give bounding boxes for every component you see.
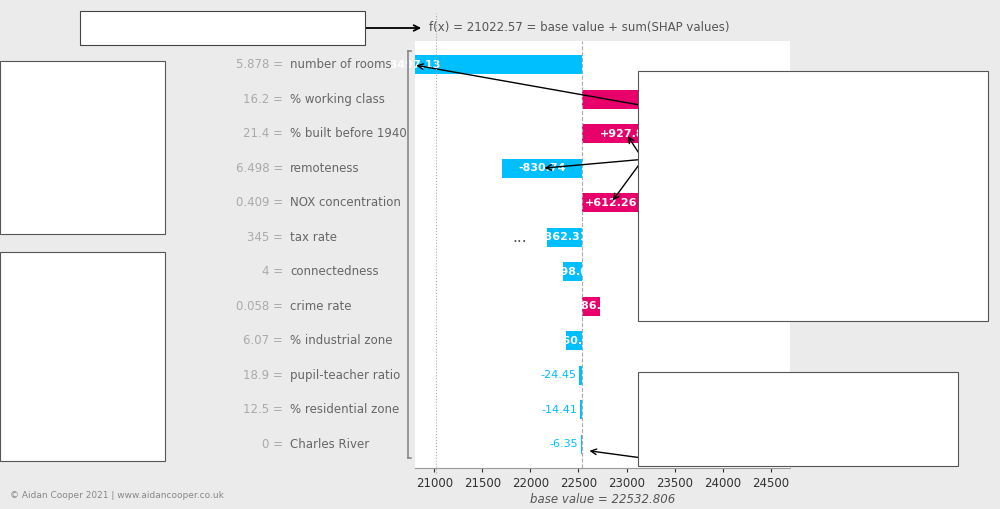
X-axis label: base value = 22532.806: base value = 22532.806 [530, 493, 675, 506]
Text: tax rate: tax rate [290, 231, 337, 244]
Text: -830.74: -830.74 [518, 163, 565, 173]
Text: The base value is the same for all
examples in the data. It is equal to the
aver: The base value is the same for all examp… [651, 382, 841, 420]
Text: f(x) = 21022.57 = base value + sum(SHAP values): f(x) = 21022.57 = base value + sum(SHAP … [429, 21, 730, 35]
Text: 0 =: 0 = [262, 438, 283, 450]
Text: -160.15: -160.15 [550, 336, 598, 346]
Text: ...: ... [513, 230, 527, 245]
FancyBboxPatch shape [80, 11, 365, 45]
Text: % built before 1940: % built before 1940 [290, 127, 407, 140]
Text: -362.31: -362.31 [540, 232, 588, 242]
Text: Charles River: Charles River [290, 438, 369, 450]
Text: 6.07 =: 6.07 = [243, 334, 283, 347]
Text: 21.4 =: 21.4 = [243, 127, 283, 140]
Text: These are the input
variables, ranked from top
to bottom by how much
impact they: These are the input variables, ranked fr… [11, 261, 138, 391]
Text: % residential zone: % residential zone [290, 403, 399, 416]
Text: pupil-teacher ratio: pupil-teacher ratio [290, 369, 400, 382]
Text: 5.878 =: 5.878 = [236, 59, 283, 71]
Text: +1856.89: +1856.89 [641, 94, 701, 104]
Text: 345 =: 345 = [247, 231, 283, 244]
Text: 16.2 =: 16.2 = [243, 93, 283, 106]
Text: 6.498 =: 6.498 = [236, 162, 283, 175]
Text: 0.058 =: 0.058 = [236, 300, 283, 313]
FancyBboxPatch shape [638, 372, 958, 466]
Text: -6.35: -6.35 [549, 439, 578, 449]
Text: +927.81: +927.81 [600, 129, 652, 139]
Bar [245, 55, 582, 74]
Text: The SHAP values quantify the amount and
direction in which each variable impacts: The SHAP values quantify the amount and … [651, 81, 865, 228]
Text: -24.45: -24.45 [540, 370, 576, 380]
Text: crime rate: crime rate [290, 300, 352, 313]
Text: remoteness: remoteness [290, 162, 360, 175]
Text: % working class: % working class [290, 93, 385, 106]
Text: +186.43: +186.43 [564, 301, 617, 311]
Bar [582, 193, 640, 212]
FancyBboxPatch shape [0, 61, 165, 234]
Bar [502, 159, 582, 178]
Text: 12.5 =: 12.5 = [243, 403, 283, 416]
Text: -3497.13: -3497.13 [386, 60, 441, 70]
Text: -198.09: -198.09 [548, 267, 596, 277]
Text: © Aidan Cooper 2021 | www.aidancooper.co.uk: © Aidan Cooper 2021 | www.aidancooper.co… [10, 491, 224, 500]
Bar [547, 228, 582, 247]
Bar [563, 262, 582, 281]
Text: 18.9 =: 18.9 = [243, 369, 283, 382]
Text: The model’s predicted house price for this example.: The model’s predicted house price for th… [86, 23, 359, 33]
Text: number of rooms: number of rooms [290, 59, 392, 71]
Bar [580, 400, 582, 419]
Bar [566, 331, 582, 350]
Text: % industrial zone: % industrial zone [290, 334, 393, 347]
Text: A waterfall plot provides
a detailed breakdown of
how each input variable
contri: A waterfall plot provides a detailed bre… [11, 70, 131, 152]
Text: -14.41: -14.41 [541, 405, 577, 415]
Text: 0.409 =: 0.409 = [236, 196, 283, 209]
Bar [582, 297, 600, 316]
Bar [582, 90, 760, 109]
Bar [579, 365, 582, 385]
FancyBboxPatch shape [0, 252, 165, 461]
FancyBboxPatch shape [638, 71, 988, 321]
Text: 4 =: 4 = [262, 265, 283, 278]
Bar [582, 124, 671, 144]
Text: connectedness: connectedness [290, 265, 379, 278]
Text: +612.26: +612.26 [585, 198, 637, 208]
Text: NOX concentration: NOX concentration [290, 196, 401, 209]
